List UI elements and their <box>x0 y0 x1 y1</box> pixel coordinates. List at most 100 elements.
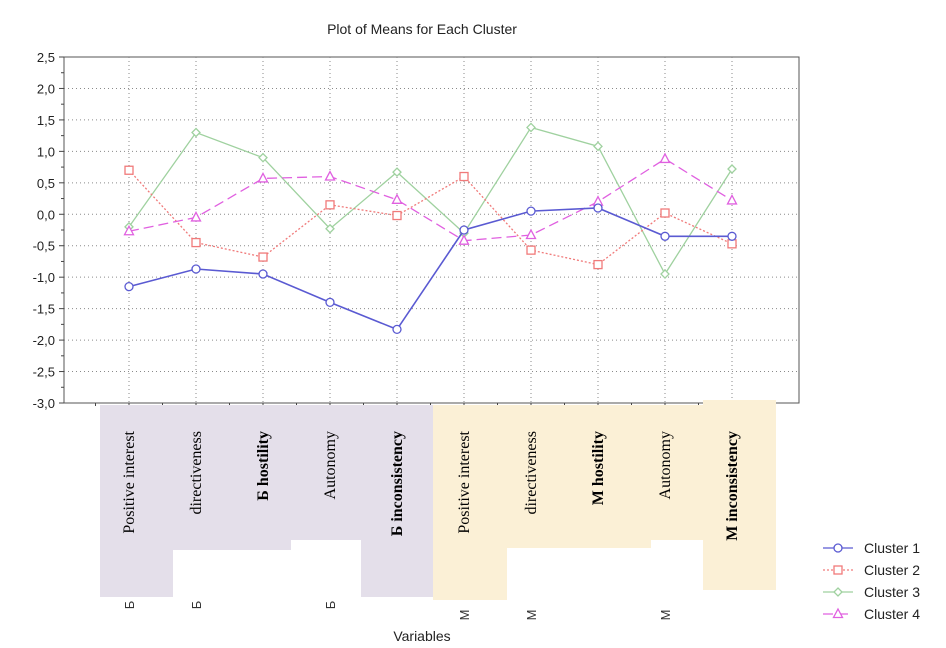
data-point-marker <box>593 203 603 213</box>
data-point-marker <box>832 607 844 619</box>
data-point-marker <box>190 211 202 222</box>
category-box <box>507 405 599 548</box>
data-point-marker <box>727 239 737 249</box>
data-point-marker <box>191 237 201 248</box>
y-tick-label: -0,5 <box>33 239 55 254</box>
series-line <box>128 207 732 331</box>
y-tick-label: 2,5 <box>37 50 55 65</box>
category-prefix-label: M <box>524 610 539 621</box>
category-box <box>651 405 703 540</box>
category-label: M inconsistency <box>724 431 741 541</box>
category-box <box>100 405 173 597</box>
series-line <box>128 169 733 266</box>
data-point-marker <box>833 543 843 553</box>
data-point-marker <box>660 231 670 241</box>
series-cluster-4 <box>123 152 738 245</box>
category-label: M hostility <box>590 431 607 505</box>
plot-area <box>63 56 800 404</box>
data-point-marker <box>660 208 670 218</box>
category-prefix-label: Б <box>189 601 204 610</box>
data-point-marker <box>123 224 135 236</box>
category-box <box>599 405 651 548</box>
data-point-marker <box>526 122 536 133</box>
data-point-marker <box>392 324 402 335</box>
legend: Cluster 1 Cluster 2 Cluster 3 Cluster 4 <box>823 540 920 622</box>
category-label: Positive interest <box>121 430 138 533</box>
legend-item: Cluster 1 <box>823 540 920 556</box>
data-point-marker <box>325 297 335 307</box>
category-label: Autonomy <box>657 431 674 499</box>
data-point-marker <box>258 252 268 262</box>
legend-label: Cluster 3 <box>864 584 920 600</box>
category-prefix-label: Б <box>122 601 137 610</box>
legend-label: Cluster 1 <box>864 540 920 556</box>
category-box <box>317 405 361 540</box>
legend-label: Cluster 2 <box>864 562 920 578</box>
data-point-marker <box>124 165 134 175</box>
data-point-marker <box>833 565 843 575</box>
data-point-marker <box>257 172 269 183</box>
category-box <box>361 405 433 597</box>
category-prefix-label: M <box>457 610 472 621</box>
data-point-marker <box>391 193 403 204</box>
legend-item: Cluster 4 <box>823 606 920 622</box>
data-point-marker <box>727 164 737 174</box>
data-point-marker <box>124 281 134 292</box>
data-point-marker <box>526 245 536 255</box>
data-point-marker <box>459 225 469 235</box>
series-line <box>128 158 733 242</box>
series-cluster-2 <box>124 165 737 270</box>
y-tick-label: 2,0 <box>37 81 55 96</box>
category-box <box>291 405 317 540</box>
data-point-marker <box>726 194 738 205</box>
category-box <box>173 405 291 550</box>
x-axis-label: Variables <box>393 628 450 644</box>
legend-item: Cluster 3 <box>823 584 920 600</box>
data-point-marker <box>258 269 268 279</box>
data-point-marker <box>392 167 402 178</box>
category-box <box>433 405 507 600</box>
series-layer <box>123 122 738 335</box>
data-point-marker <box>324 170 336 181</box>
data-point-marker <box>191 127 201 138</box>
y-tick-label: -3,0 <box>33 396 55 411</box>
y-tick-label: 1,0 <box>37 144 55 159</box>
data-point-marker <box>659 152 671 164</box>
series-cluster-1 <box>124 203 737 335</box>
data-point-marker <box>593 141 603 152</box>
category-label: Б hostility <box>255 431 272 501</box>
y-tick-label: -2,0 <box>33 333 55 348</box>
y-tick-label: 0,5 <box>37 176 55 191</box>
data-point-marker <box>833 587 843 597</box>
data-point-marker <box>392 210 402 221</box>
chart-title: Plot of Means for Each Cluster <box>327 21 517 37</box>
data-point-marker <box>258 152 268 163</box>
data-point-marker <box>526 206 536 216</box>
category-label: Б inconsistency <box>389 431 406 536</box>
category-prefix-label: Б <box>323 601 338 610</box>
data-point-marker <box>191 264 201 274</box>
data-point-marker <box>325 223 335 234</box>
legend-item: Cluster 2 <box>823 562 920 578</box>
category-prefix-label: M <box>658 610 673 621</box>
legend-label: Cluster 4 <box>864 606 920 622</box>
y-axis-tick-labels: 2,5 2,0 1,5 1,0 0,5 0,0 -0,5 -1,0 -1,5 -2,0 -2,5 -3… <box>33 50 55 411</box>
data-point-marker <box>459 171 469 182</box>
category-box <box>703 400 776 590</box>
category-label: directiveness <box>188 431 205 515</box>
y-tick-label: 0,0 <box>37 207 55 222</box>
y-tick-label: -1,5 <box>33 302 55 317</box>
category-label: directiveness <box>523 431 540 515</box>
category-label: Autonomy <box>322 431 339 499</box>
data-point-marker <box>458 234 470 245</box>
y-tick-label: -2,5 <box>33 365 55 380</box>
series-line <box>128 126 733 276</box>
data-point-marker <box>727 231 737 241</box>
data-point-marker <box>525 228 537 240</box>
data-point-marker <box>660 269 670 279</box>
y-tick-label: -1,0 <box>33 270 55 285</box>
data-point-marker <box>325 200 335 210</box>
data-point-marker <box>593 259 603 270</box>
